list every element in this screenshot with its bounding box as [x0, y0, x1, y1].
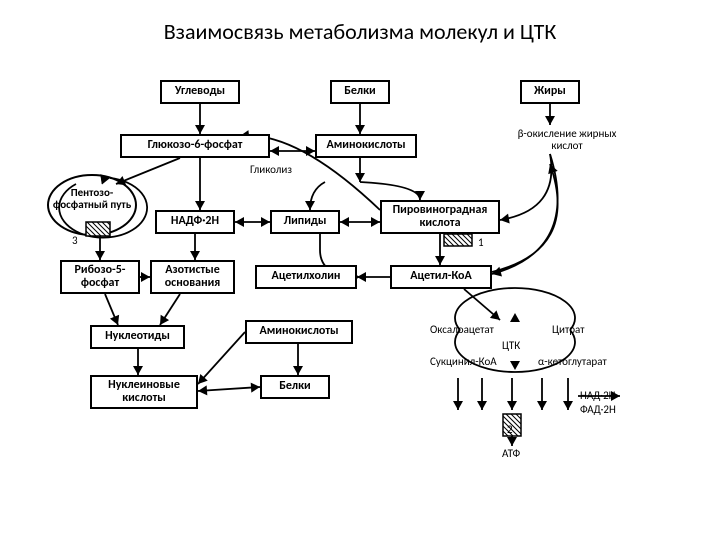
ellipse-pfp: Пентозо-фосфатный путь: [50, 187, 134, 210]
node-g6p: Глюкозо-6-фосфат: [120, 134, 270, 158]
node-pvk: Пировиноградная кислота: [380, 200, 500, 234]
page-title: Взаимосвязь метаболизма молекул и ЦТК: [0, 18, 720, 45]
node-nucleotidy: Нуклеотиды: [90, 325, 185, 349]
label-tca: ЦТК: [502, 340, 520, 352]
node-ach: Ацетилхолин: [255, 265, 357, 289]
node-nadph: НАДФ·2Н: [155, 210, 235, 234]
label-n3: 3: [72, 235, 78, 247]
label-akg: α-кетоглутарат: [538, 356, 607, 368]
label-betaox: β-окисление жирных кислот: [512, 128, 622, 151]
label-fadh: ФАД·2Н: [580, 404, 616, 416]
node-belki2: Белки: [260, 375, 330, 399]
label-succoa: Сукцинил-КоА: [430, 356, 497, 368]
label-atp: АТФ: [502, 448, 520, 460]
label-citrate: Цитрат: [552, 324, 585, 336]
node-acoa: Ацетил-КоА: [390, 265, 492, 289]
node-uglevody: Углеводы: [160, 80, 240, 104]
node-zhiry: Жиры: [520, 80, 580, 104]
node-lipidy: Липиды: [270, 210, 340, 234]
diagram-stage: Углеводы Белки Жиры Глюкозо-6-фосфат Аминоки…: [60, 70, 660, 510]
label-oaa: Оксалоацетат: [430, 324, 494, 336]
node-nk: Нуклеиновые кислоты: [90, 375, 198, 409]
label-glycolysis: Гликолиз: [250, 164, 292, 176]
node-belki1: Белки: [330, 80, 390, 104]
label-nadh: НАД·2Н: [580, 390, 616, 402]
label-n1: 1: [478, 237, 484, 249]
node-azot: Азотистые основания: [150, 260, 235, 294]
node-r5p: Рибозо-5-фосфат: [60, 260, 140, 294]
node-amino2: Аминокислоты: [245, 320, 353, 344]
label-n2: 2: [507, 424, 513, 436]
node-amino1: Аминокислоты: [315, 134, 417, 158]
